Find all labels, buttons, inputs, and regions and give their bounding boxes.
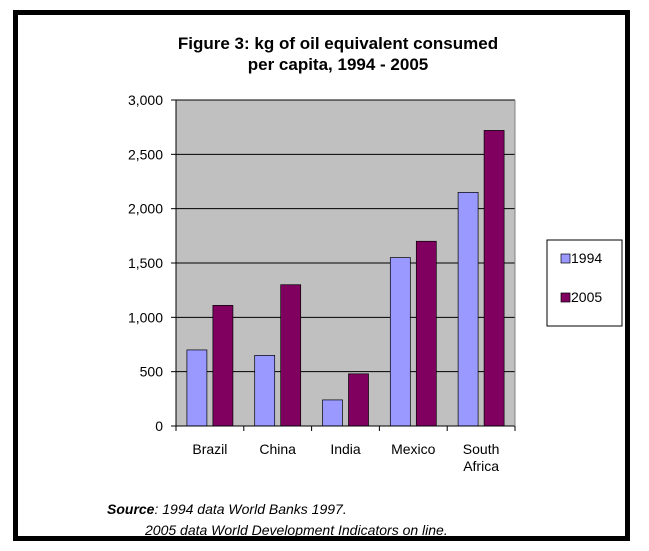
source-line2: 2005 data World Development Indicators o… [145,522,448,538]
legend-swatch-2005 [560,292,571,303]
bar-2005 [415,240,437,427]
x-tick-label: India [330,441,361,457]
legend-box [546,239,623,327]
y-tick-label: 2,500 [128,146,163,162]
bar-1994 [322,399,343,427]
x-tick-label: China [259,441,296,457]
y-tick-label: 1,500 [128,255,163,271]
y-tick-label: 2,000 [128,201,163,217]
bar-2005 [348,373,369,427]
source-line1: : 1994 data World Banks 1997. [154,501,347,517]
bar-2005 [212,305,234,427]
y-tick-label: 500 [140,364,164,380]
chart-title-line2: per capita, 1994 - 2005 [248,55,429,74]
y-tick-label: 1,000 [128,309,163,325]
legend-label-1994: 1994 [571,250,602,266]
bar-2005 [280,284,302,427]
legend-label-2005: 2005 [571,289,602,305]
x-tick-label: Mexico [391,441,436,457]
y-tick-label: 0 [155,418,163,434]
bar-1994 [389,257,411,427]
bar-2005 [483,130,505,427]
source-note: Source: 1994 data World Banks 1997. [107,501,347,517]
bar-1994 [186,349,208,427]
x-tick-label: Africa [463,458,499,474]
source-label: Source [107,501,155,517]
bar-1994 [457,192,479,427]
legend-swatch-1994 [560,253,571,264]
chart-title-line1: Figure 3: kg of oil equivalent consumed [178,34,498,53]
bar-1994 [254,355,276,427]
x-tick-label: Brazil [192,441,227,457]
x-tick-label: South [463,441,500,457]
y-tick-label: 3,000 [128,92,163,108]
